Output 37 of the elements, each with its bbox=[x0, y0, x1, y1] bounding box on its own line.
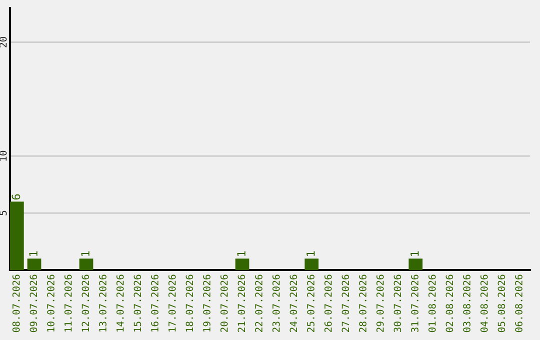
x-tick-label: 04.08.2026 bbox=[480, 274, 488, 332]
x-tick-label: 05.08.2026 bbox=[498, 274, 506, 332]
x-tick-label: 15.07.2026 bbox=[134, 274, 142, 332]
x-tick-label: 06.08.2026 bbox=[515, 274, 522, 332]
x-tick-label: 14.07.2026 bbox=[116, 274, 124, 332]
x-tick-label: 29.07.2026 bbox=[376, 274, 384, 332]
x-tick-label: 31.07.2026 bbox=[411, 274, 418, 332]
data-label: 1 bbox=[29, 251, 38, 256]
x-tick-label: 24.07.2026 bbox=[290, 274, 298, 332]
x-tick-label: 03.08.2026 bbox=[463, 274, 470, 332]
x-tick-label: 20.07.2026 bbox=[220, 274, 228, 332]
data-label: 6 bbox=[12, 194, 20, 200]
y-tick-label: 5 bbox=[0, 210, 7, 216]
x-tick-label: 28.07.2026 bbox=[359, 274, 366, 332]
x-tick-label: 27.07.2026 bbox=[342, 274, 350, 332]
x-tick-label: 10.07.2026 bbox=[47, 274, 54, 332]
x-tick-label: 22.07.2026 bbox=[255, 274, 262, 332]
x-tick-label: 12.07.2026 bbox=[82, 274, 90, 332]
x-tick-label: 09.07.2026 bbox=[30, 274, 38, 332]
x-tick-label: 18.07.2026 bbox=[186, 274, 194, 332]
x-tick-label: 23.07.2026 bbox=[272, 274, 280, 332]
data-label: 1 bbox=[410, 251, 419, 256]
data-label: 1 bbox=[237, 251, 246, 256]
x-tick-label: 19.07.2026 bbox=[203, 274, 210, 332]
x-tick-label: 26.07.2026 bbox=[324, 274, 332, 332]
x-tick-label: 08.07.2026 bbox=[12, 274, 20, 332]
x-tick-label: 17.07.2026 bbox=[168, 274, 176, 332]
x-tick-label: 01.08.2026 bbox=[428, 274, 436, 332]
x-tick-label: 30.07.2026 bbox=[394, 274, 402, 332]
x-tick-label: 25.07.2026 bbox=[307, 274, 314, 332]
x-tick-label: 16.07.2026 bbox=[151, 274, 158, 332]
x-tick-label: 02.08.2026 bbox=[446, 274, 454, 332]
x-tick-label: 13.07.2026 bbox=[99, 274, 106, 332]
x-tick-label: 11.07.2026 bbox=[64, 274, 72, 332]
x-tick-label: 21.07.2026 bbox=[238, 274, 246, 332]
data-label: 1 bbox=[81, 251, 90, 256]
data-label: 1 bbox=[306, 251, 315, 256]
